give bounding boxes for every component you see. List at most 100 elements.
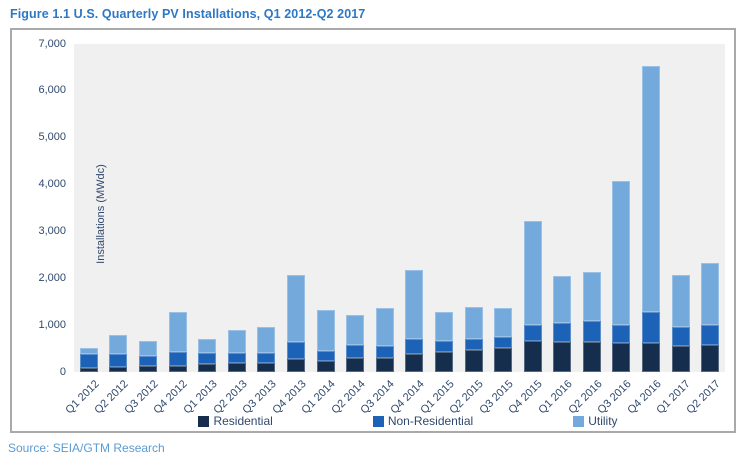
bar-q1-2017	[671, 274, 690, 372]
bar-q2-2012	[109, 335, 128, 372]
bar-q3-2014	[375, 308, 394, 372]
segment-non-residential	[671, 326, 690, 346]
segment-utility	[523, 221, 542, 326]
segment-residential	[582, 341, 601, 372]
segment-residential	[257, 363, 276, 372]
bar-q2-2017	[701, 263, 720, 372]
segment-non-residential	[109, 354, 128, 368]
segment-residential	[494, 347, 513, 372]
legend-item-utility: Utility	[573, 414, 618, 428]
y-axis-title: Installations (MWdc)	[95, 164, 107, 264]
segment-utility	[612, 180, 631, 326]
legend-label: Residential	[213, 414, 273, 428]
segment-residential	[168, 365, 187, 372]
segment-non-residential	[139, 355, 157, 367]
segment-utility	[464, 307, 483, 339]
segment-non-residential	[257, 352, 276, 364]
segment-utility	[701, 263, 720, 325]
segment-utility	[79, 348, 98, 354]
segment-utility	[434, 312, 453, 342]
segment-non-residential	[198, 353, 217, 365]
y-tick-label: 0	[59, 365, 66, 378]
legend-label: Utility	[588, 414, 618, 428]
figure-title: Figure 1.1 U.S. Quarterly PV Installatio…	[10, 7, 366, 21]
bar-q1-2012	[79, 348, 98, 372]
segment-non-residential	[346, 345, 365, 358]
bar-q2-2016	[582, 271, 601, 372]
segment-utility	[109, 335, 128, 355]
legend-swatch-icon	[372, 415, 384, 427]
segment-non-residential	[553, 323, 572, 342]
bar-q3-2015	[494, 307, 513, 372]
bar-q4-2013	[286, 275, 305, 372]
segment-utility	[553, 276, 572, 324]
segment-residential	[523, 340, 542, 372]
segment-utility	[375, 308, 394, 347]
segment-non-residential	[494, 336, 513, 348]
segment-residential	[139, 366, 157, 372]
segment-residential	[701, 345, 720, 372]
segment-non-residential	[405, 338, 424, 354]
bar-q1-2016	[553, 276, 572, 372]
segment-non-residential	[79, 353, 98, 368]
segment-residential	[79, 367, 98, 372]
segment-non-residential	[227, 353, 246, 364]
bar-q3-2013	[257, 327, 276, 372]
legend-swatch-icon	[198, 415, 210, 427]
segment-residential	[375, 357, 394, 372]
segment-utility	[405, 270, 424, 339]
bar-q4-2014	[405, 270, 424, 372]
legend-swatch-icon	[573, 415, 585, 427]
segment-non-residential	[316, 350, 335, 362]
segment-non-residential	[642, 312, 660, 343]
bar-q4-2012	[168, 312, 187, 372]
chart-container: Installations (MWdc) 0 1,000 2,000 3,000 4,0…	[10, 28, 736, 433]
legend-item-non-residential: Non-Residential	[372, 414, 474, 428]
segment-residential	[109, 367, 128, 372]
segment-utility	[227, 329, 246, 354]
y-tick-label: 2,000	[38, 271, 66, 284]
segment-utility	[257, 327, 276, 353]
segment-residential	[553, 341, 572, 372]
bar-q4-2016	[642, 66, 660, 372]
bar-q3-2016	[612, 180, 631, 372]
segment-residential	[316, 361, 335, 372]
segment-utility	[286, 275, 305, 342]
y-tick-label: 4,000	[38, 178, 66, 191]
legend-label: Non-Residential	[387, 414, 474, 428]
bar-q2-2014	[346, 314, 365, 372]
segment-utility	[582, 271, 601, 322]
segment-residential	[405, 353, 424, 372]
segment-residential	[464, 350, 483, 372]
segment-utility	[316, 310, 335, 351]
y-tick-label: 1,000	[38, 318, 66, 331]
bar-q3-2012	[139, 341, 157, 372]
segment-non-residential	[434, 341, 453, 352]
segment-utility	[198, 338, 217, 354]
source-caption: Source: SEIA/GTM Research	[8, 441, 165, 455]
segment-non-residential	[523, 325, 542, 341]
y-tick-label: 6,000	[38, 84, 66, 97]
bar-q2-2013	[227, 329, 246, 372]
segment-residential	[198, 364, 217, 372]
segment-non-residential	[701, 324, 720, 346]
segment-utility	[346, 314, 365, 346]
segment-non-residential	[612, 325, 631, 343]
segment-non-residential	[464, 338, 483, 351]
segment-non-residential	[375, 346, 394, 358]
legend: Residential Non-Residential Utility	[12, 414, 738, 428]
bar-q1-2014	[316, 310, 335, 372]
y-tick-label: 3,000	[38, 224, 66, 237]
legend-item-residential: Residential	[198, 414, 273, 428]
bar-q4-2015	[523, 221, 542, 372]
y-tick-label: 5,000	[38, 131, 66, 144]
segment-non-residential	[286, 341, 305, 360]
segment-utility	[168, 312, 187, 353]
bar-q2-2015	[464, 307, 483, 372]
segment-utility	[494, 307, 513, 337]
segment-residential	[671, 345, 690, 372]
segment-non-residential	[582, 321, 601, 342]
segment-residential	[227, 363, 246, 372]
bar-q1-2015	[434, 312, 453, 372]
